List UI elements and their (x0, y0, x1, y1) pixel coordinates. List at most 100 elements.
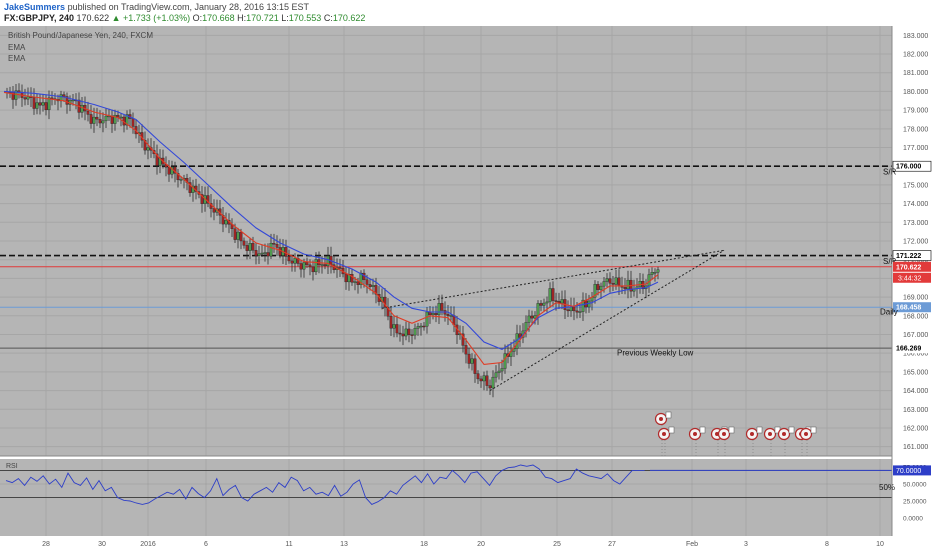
candle[interactable] (326, 255, 330, 267)
candle[interactable] (287, 256, 291, 262)
candle[interactable] (206, 195, 210, 204)
candle[interactable] (407, 328, 411, 335)
candle[interactable] (302, 262, 306, 270)
candle[interactable] (488, 385, 492, 389)
candle[interactable] (14, 90, 18, 100)
candle[interactable] (293, 258, 297, 264)
candle[interactable] (23, 97, 27, 100)
candle[interactable] (530, 315, 534, 319)
candle[interactable] (386, 307, 390, 317)
candle[interactable] (533, 315, 537, 319)
candle[interactable] (431, 313, 435, 315)
candle[interactable] (464, 345, 468, 355)
candle[interactable] (242, 240, 246, 246)
candle[interactable] (299, 263, 303, 270)
candle[interactable] (413, 328, 417, 336)
candle[interactable] (344, 273, 348, 283)
candle[interactable] (470, 358, 474, 364)
candle[interactable] (500, 368, 504, 372)
candle[interactable] (89, 114, 93, 124)
candle[interactable] (155, 153, 159, 166)
candle[interactable] (494, 372, 498, 378)
candle[interactable] (179, 179, 183, 181)
candle[interactable] (269, 242, 273, 257)
legend-series[interactable]: British Pound/Japanese Yen, 240, FXCM (8, 31, 153, 40)
candle[interactable] (131, 118, 135, 127)
candle[interactable] (578, 311, 582, 313)
candle[interactable] (503, 353, 507, 369)
candle[interactable] (446, 314, 450, 316)
candle[interactable] (371, 285, 375, 287)
candle[interactable] (551, 288, 555, 301)
candle[interactable] (614, 277, 618, 285)
candle[interactable] (236, 231, 240, 240)
candle[interactable] (641, 281, 645, 290)
candle[interactable] (512, 348, 516, 352)
candle[interactable] (491, 376, 495, 389)
candle[interactable] (320, 264, 324, 266)
wedge-trendline[interactable] (489, 249, 725, 391)
candle[interactable] (353, 281, 357, 283)
candle[interactable] (575, 310, 579, 313)
candle[interactable] (260, 252, 264, 255)
candle[interactable] (257, 253, 261, 256)
candle[interactable] (272, 242, 276, 245)
candle[interactable] (146, 147, 150, 151)
candle[interactable] (479, 378, 483, 382)
candle[interactable] (596, 284, 600, 290)
candle[interactable] (110, 115, 114, 124)
candle[interactable] (308, 264, 312, 268)
candle[interactable] (98, 118, 102, 124)
candle[interactable] (566, 309, 570, 312)
candle[interactable] (404, 328, 408, 337)
candle[interactable] (437, 303, 441, 315)
candle[interactable] (368, 284, 372, 287)
candle[interactable] (476, 373, 480, 380)
candle[interactable] (608, 278, 612, 284)
candle[interactable] (602, 281, 606, 287)
candle[interactable] (569, 306, 573, 312)
candle[interactable] (434, 313, 438, 315)
candle[interactable] (200, 194, 204, 204)
candle[interactable] (473, 358, 477, 374)
candle[interactable] (116, 114, 120, 118)
candle[interactable] (38, 102, 42, 106)
candle[interactable] (410, 334, 414, 336)
candle[interactable] (104, 115, 108, 122)
candle[interactable] (356, 281, 360, 285)
candle[interactable] (365, 279, 369, 285)
candle[interactable] (254, 250, 258, 256)
candle[interactable] (188, 182, 192, 193)
candle[interactable] (449, 315, 453, 317)
candle[interactable] (398, 332, 402, 335)
candle[interactable] (314, 259, 318, 273)
candle[interactable] (305, 262, 309, 266)
candle[interactable] (143, 140, 147, 151)
candle[interactable] (623, 287, 627, 290)
candle[interactable] (482, 375, 486, 382)
candle[interactable] (467, 353, 471, 364)
candle[interactable] (245, 245, 249, 251)
candle[interactable] (572, 306, 576, 312)
candle[interactable] (290, 260, 294, 264)
candle[interactable] (560, 299, 564, 304)
candle[interactable] (359, 272, 363, 285)
candle[interactable] (461, 333, 465, 346)
candle[interactable] (605, 278, 609, 282)
candle[interactable] (47, 97, 51, 111)
candle[interactable] (278, 247, 282, 256)
candle[interactable] (647, 274, 651, 287)
candle[interactable] (599, 285, 603, 290)
candle[interactable] (593, 284, 597, 298)
candle[interactable] (392, 324, 396, 329)
ema-slow-line[interactable] (3, 90, 659, 351)
candle[interactable] (617, 277, 621, 286)
candle[interactable] (485, 375, 489, 386)
candle[interactable] (440, 303, 444, 311)
candle[interactable] (539, 303, 543, 306)
candle[interactable] (401, 333, 405, 337)
candle[interactable] (350, 274, 354, 283)
candle[interactable] (92, 116, 96, 124)
candle[interactable] (395, 324, 399, 334)
